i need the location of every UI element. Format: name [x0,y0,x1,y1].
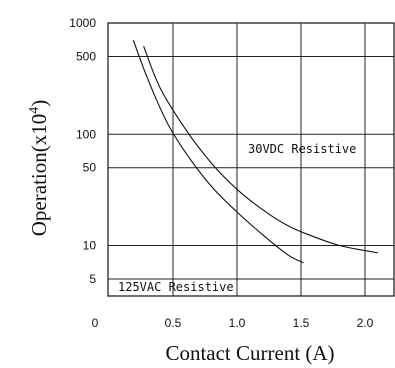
grid-lines [108,22,394,296]
x-axis-title: Contact Current (A) [165,341,334,365]
y-tick-label: 10 [83,239,97,253]
y-axis-title-close: ) [27,100,51,107]
series-label-125vac: 125VAC Resistive [118,280,234,294]
curves [132,40,378,264]
x-tick-label: 1.5 [293,316,310,330]
y-axis-title-exponent: 4 [27,107,42,114]
x-tick-label: 2.0 [357,316,374,330]
curve-125vac-resistive [132,40,304,264]
x-tick-label: 1.0 [229,316,246,330]
y-tick-label: 100 [76,127,96,141]
y-axis-title-main: Operation(x10 [27,114,51,236]
y-tick-label: 1000 [69,16,96,30]
y-tick-label: 50 [83,161,97,175]
x-tick-label: 0.5 [165,316,182,330]
y-tick-label: 500 [76,49,96,63]
series-label-30vdc: 30VDC Resistive [248,142,356,156]
y-tick-label: 5 [89,272,96,286]
curve-30vdc-resistive [143,45,378,254]
plot-frame [107,22,395,297]
y-axis-title: Operation(x104) [27,100,51,236]
x-tick-label: 0 [92,316,99,330]
